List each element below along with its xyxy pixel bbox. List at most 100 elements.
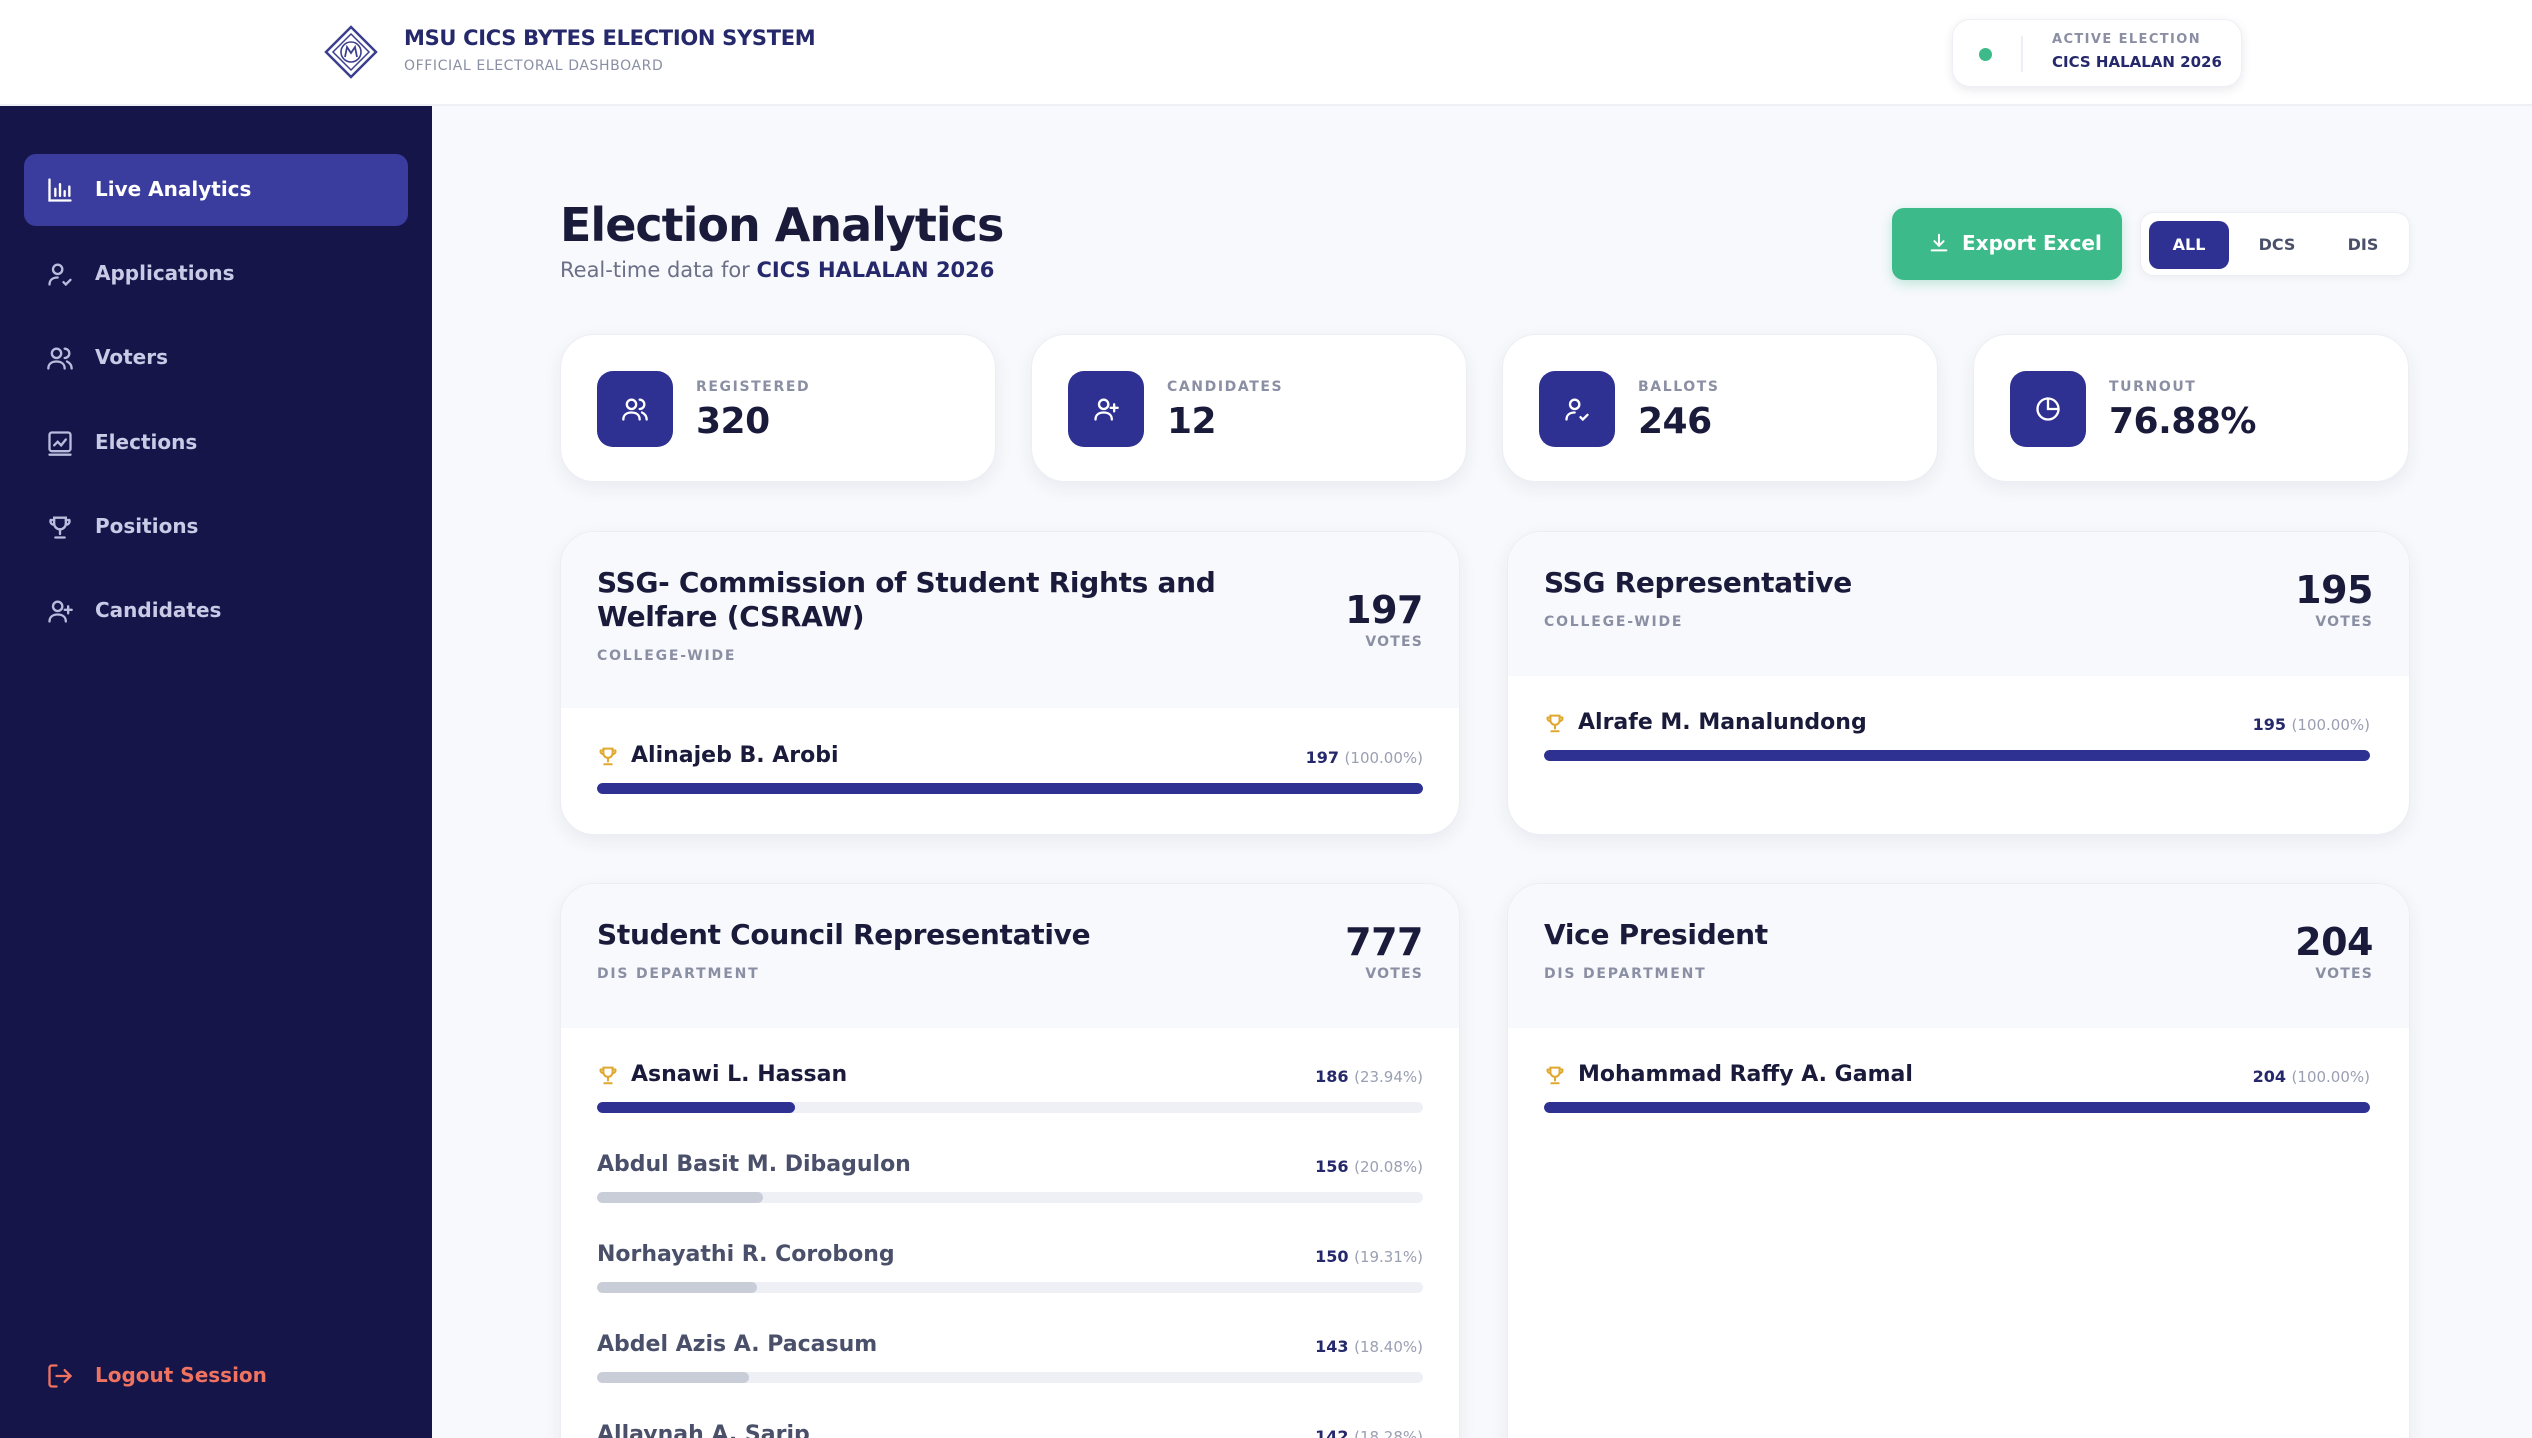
filter-dcs[interactable]: DCS xyxy=(2258,235,2296,254)
position-card-header: Student Council Representative DIS DEPAR… xyxy=(561,884,1459,1028)
sidebar-item-voters[interactable]: Voters xyxy=(24,322,408,394)
candidate-percentage: (100.00%) xyxy=(2291,1068,2370,1086)
vote-bar-track xyxy=(1544,750,2370,761)
position-title: Vice President xyxy=(1544,918,1768,951)
sidebar-item-applications[interactable]: Applications xyxy=(24,238,408,310)
stat-label: TURNOUT xyxy=(2109,379,2197,395)
logout-label: Logout Session xyxy=(95,1363,267,1387)
stat-label: CANDIDATES xyxy=(1167,379,1284,395)
candidate-vote-count: 197 (100.00%) xyxy=(1306,748,1423,767)
leader-trophy-icon xyxy=(1544,1064,1566,1086)
votes-label: VOTES xyxy=(1365,634,1423,650)
vote-bar-track xyxy=(597,1102,1423,1113)
filter-all[interactable]: ALL xyxy=(2149,221,2229,269)
position-card-header: SSG Representative COLLEGE-WIDE 195 VOTE… xyxy=(1508,532,2409,676)
logout-icon xyxy=(48,1364,73,1388)
active-election-label: ACTIVE ELECTION xyxy=(2052,32,2201,47)
vote-bar-track xyxy=(597,783,1423,794)
vote-bar-track xyxy=(597,1192,1423,1203)
filter-dis[interactable]: DIS xyxy=(2347,235,2379,254)
active-election-name: CICS HALALAN 2026 xyxy=(2052,53,2222,71)
candidate-row: Norhayathi R. Corobong 150 (19.31%) xyxy=(597,1242,1423,1302)
page-subtitle: Real-time data for CICS HALALAN 2026 xyxy=(560,258,994,282)
candidate-votes: 204 xyxy=(2252,1067,2286,1086)
candidate-vote-count: 150 (19.31%) xyxy=(1315,1247,1423,1266)
sidebar-item-elections[interactable]: Elections xyxy=(24,407,408,479)
position-total-votes: 777 xyxy=(1345,920,1423,964)
position-scope: DIS DEPARTMENT xyxy=(1544,966,1707,982)
leader-trophy-icon xyxy=(597,745,619,767)
sidebar-item-live-analytics[interactable]: Live Analytics xyxy=(24,154,408,226)
candidate-vote-count: 195 (100.00%) xyxy=(2253,715,2370,734)
candidate-row: Allaynah A. Sarip 142 (18.28%) xyxy=(597,1422,1423,1438)
stat-icon-box xyxy=(2010,371,2086,447)
top-header: MSU CICS BYTES ELECTION SYSTEM OFFICIAL … xyxy=(0,0,2532,106)
position-total-votes: 197 xyxy=(1345,588,1423,632)
sidebar-item-label: Applications xyxy=(95,261,235,285)
divider xyxy=(2021,36,2023,72)
candidate-vote-count: 156 (20.08%) xyxy=(1315,1157,1423,1176)
candidate-name: Asnawi L. Hassan xyxy=(631,1062,848,1087)
candidate-votes: 150 xyxy=(1315,1247,1349,1266)
stat-icon-box xyxy=(1539,371,1615,447)
status-dot xyxy=(1979,48,1992,61)
user-plus-icon xyxy=(1094,398,1119,421)
leader-trophy-icon xyxy=(1544,712,1566,734)
candidate-vote-count: 142 (18.28%) xyxy=(1315,1427,1423,1438)
logout-button[interactable]: Logout Session xyxy=(24,1346,408,1406)
page-subtitle-election: CICS HALALAN 2026 xyxy=(756,258,995,282)
stat-card-registered: REGISTERED 320 xyxy=(560,334,996,482)
votes-label: VOTES xyxy=(2315,614,2373,630)
stat-card-turnout: TURNOUT 76.88% xyxy=(1973,334,2409,482)
stat-card-ballots: BALLOTS 246 xyxy=(1502,334,1938,482)
candidate-row: Mohammad Raffy A. Gamal 204 (100.00%) xyxy=(1544,1062,2370,1122)
position-total-votes: 195 xyxy=(2295,568,2373,612)
user-plus-icon xyxy=(48,600,73,623)
vote-bar-track xyxy=(597,1282,1423,1293)
chart-box-icon xyxy=(48,431,72,456)
export-excel-button[interactable]: Export Excel xyxy=(1892,208,2122,280)
candidate-row: Asnawi L. Hassan 186 (23.94%) xyxy=(597,1062,1423,1122)
candidate-name: Mohammad Raffy A. Gamal xyxy=(1578,1062,1913,1087)
position-card: SSG Representative COLLEGE-WIDE 195 VOTE… xyxy=(1507,531,2410,835)
candidate-percentage: (18.28%) xyxy=(1354,1428,1423,1438)
export-label: Export Excel xyxy=(1962,231,2102,255)
sidebar-item-candidates[interactable]: Candidates xyxy=(24,575,408,647)
sidebar-item-label: Positions xyxy=(95,514,199,538)
candidate-percentage: (100.00%) xyxy=(2291,716,2370,734)
votes-label: VOTES xyxy=(1365,966,1423,982)
candidate-name: Norhayathi R. Corobong xyxy=(597,1242,895,1267)
candidate-name: Alrafe M. Manalundong xyxy=(1578,710,1867,735)
vote-bar-track xyxy=(1544,1102,2370,1113)
sidebar: Live Analytics Applications Voters Elect… xyxy=(0,106,432,1438)
vote-bar-fill xyxy=(1544,750,2370,761)
app-title: MSU CICS BYTES ELECTION SYSTEM xyxy=(404,26,816,50)
candidate-name: Abdul Basit M. Dibagulon xyxy=(597,1152,911,1177)
stat-icon-box xyxy=(1068,371,1144,447)
candidate-row: Abdel Azis A. Pacasum 143 (18.40%) xyxy=(597,1332,1423,1392)
sidebar-item-label: Candidates xyxy=(95,598,222,622)
position-scope: COLLEGE-WIDE xyxy=(1544,614,1684,630)
candidate-name: Alinajeb B. Arobi xyxy=(631,743,839,768)
candidate-percentage: (18.40%) xyxy=(1354,1338,1423,1356)
active-election-badge: ACTIVE ELECTION CICS HALALAN 2026 xyxy=(1952,19,2242,87)
candidate-row: Alrafe M. Manalundong 195 (100.00%) xyxy=(1544,710,2370,770)
position-card: Student Council Representative DIS DEPAR… xyxy=(560,883,1460,1438)
position-card: SSG- Commission of Student Rights and We… xyxy=(560,531,1460,835)
stat-label: BALLOTS xyxy=(1638,379,1720,395)
sidebar-item-label: Elections xyxy=(95,430,198,454)
sidebar-item-positions[interactable]: Positions xyxy=(24,491,408,563)
stat-card-candidates: CANDIDATES 12 xyxy=(1031,334,1467,482)
votes-label: VOTES xyxy=(2315,966,2373,982)
position-title: SSG- Commission of Student Rights and We… xyxy=(597,566,1216,633)
leader-trophy-icon xyxy=(597,1064,619,1086)
vote-bar-track xyxy=(597,1372,1423,1383)
user-check-icon xyxy=(48,263,72,287)
vote-bar-fill xyxy=(597,1192,763,1203)
candidate-percentage: (100.00%) xyxy=(1344,749,1423,767)
candidate-votes: 186 xyxy=(1315,1067,1349,1086)
sidebar-item-label: Live Analytics xyxy=(95,177,252,201)
users-icon xyxy=(47,347,73,370)
app-subtitle: OFFICIAL ELECTORAL DASHBOARD xyxy=(404,58,664,74)
position-card-header: Vice President DIS DEPARTMENT 204 VOTES xyxy=(1508,884,2409,1028)
